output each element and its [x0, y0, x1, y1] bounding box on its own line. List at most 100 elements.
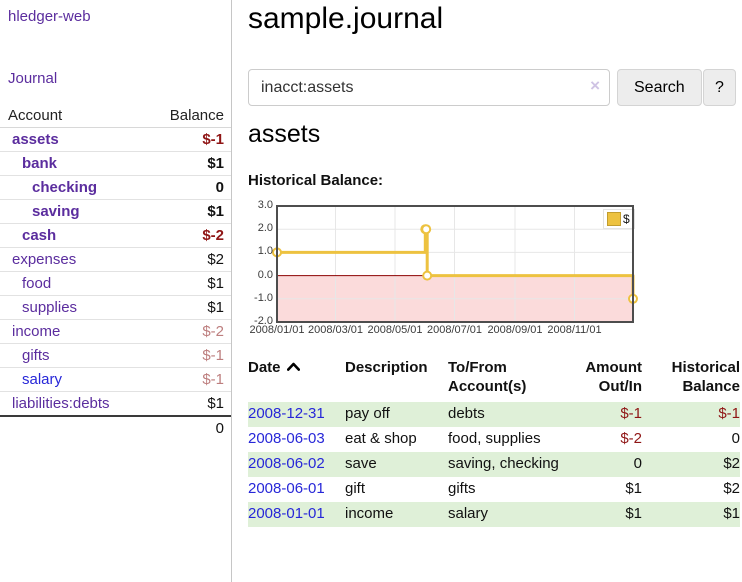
date-cell: 2008-12-31 [248, 402, 345, 427]
chart-plot [272, 205, 638, 323]
account-balance: 0 [215, 179, 224, 196]
transaction-date-link[interactable]: 2008-12-31 [248, 405, 325, 422]
x-axis-tick: 2008/01/01 [249, 324, 305, 336]
register-table: Date Description To/From Account(s) Amou… [248, 358, 740, 527]
balance-cell: $2 [723, 455, 740, 472]
table-row: 2008-06-01 gift gifts $1 $2 [248, 477, 740, 502]
table-row: 2008-06-03 eat & shop food, supplies $-2 0 [248, 427, 740, 452]
legend-swatch-icon [607, 212, 621, 226]
x-axis-tick: 2008/03/01 [307, 324, 364, 336]
account-balance: $-1 [202, 347, 224, 364]
nav-journal-link[interactable]: Journal [8, 70, 58, 87]
sidebar-account-link[interactable]: expenses [12, 251, 77, 268]
x-axis-tick: 2008/05/01 [367, 324, 423, 336]
register-header-row: Date Description To/From Account(s) Amou… [248, 358, 740, 402]
search-box: × [248, 69, 610, 106]
sidebar-account-link[interactable]: salary [22, 371, 63, 388]
account-balance: $1 [207, 203, 224, 220]
sidebar-account-link[interactable]: food [22, 275, 52, 292]
clear-search-icon[interactable]: × [590, 76, 600, 95]
balance-cell: 0 [731, 430, 740, 447]
sidebar-account-link[interactable]: checking [32, 179, 98, 196]
sidebar-account-link[interactable]: gifts [22, 347, 50, 364]
x-axis-tick: 2008/09/01 [487, 324, 543, 336]
chart-legend: $ [603, 209, 635, 229]
amount-cell: $-2 [620, 430, 642, 447]
account-row: expenses $2 [0, 248, 231, 272]
balance-chart: $ 3.0 2.0 1.0 0.0 -1.0 -2.0 2008/01/01 2008/03/… [240, 199, 742, 348]
sidebar-account-link[interactable]: liabilities:debts [12, 395, 110, 412]
legend-label: $ [623, 212, 630, 226]
date-column-header[interactable]: Date [248, 358, 345, 396]
sidebar-account-link[interactable]: supplies [22, 299, 78, 316]
description-cell: save [345, 455, 377, 472]
account-row: checking 0 [0, 176, 231, 200]
account-row: salary $-1 [0, 368, 231, 392]
sidebar-account-link[interactable]: saving [32, 203, 80, 220]
balance-column-header: Balance [169, 107, 224, 124]
brand-link[interactable]: hledger-web [8, 8, 91, 25]
account-tree-rows: assets $-1 bank $1 checking 0 saving $1 cash $-2 e… [0, 128, 231, 417]
y-axis-tick: 3.0 [257, 199, 273, 211]
account-cell: salary [448, 505, 489, 522]
help-button[interactable]: ? [703, 69, 736, 106]
y-axis-tick: 2.0 [257, 222, 273, 235]
description-cell: gift [345, 480, 366, 497]
balance-cell: $-1 [718, 405, 740, 422]
account-cell: food, supplies [448, 430, 541, 447]
chart-section-label: Historical Balance: [248, 172, 384, 189]
account-row: bank $1 [0, 152, 231, 176]
date-header-label: Date [248, 359, 281, 376]
account-tree: Account Balance assets $-1 bank $1 checking 0… [0, 104, 231, 440]
account-balance: $-1 [202, 371, 224, 388]
description-cell: eat & shop [345, 430, 417, 447]
account-row: income $-2 [0, 320, 231, 344]
search-input[interactable] [248, 69, 610, 106]
x-axis-tick: 2008/11/01 [547, 324, 602, 336]
sidebar-account-link[interactable]: income [12, 323, 61, 340]
table-row: 2008-12-31 pay off debts $-1 $-1 [248, 402, 740, 427]
transaction-date-link[interactable]: 2008-06-02 [248, 455, 325, 472]
account-row: cash $-2 [0, 224, 231, 248]
account-balance: $1 [207, 155, 224, 172]
balance-cell: $2 [723, 480, 740, 497]
description-cell: income [345, 505, 394, 522]
account-balance: $2 [207, 251, 224, 268]
amount-cell: $1 [625, 505, 642, 522]
description-column-header: Description [345, 359, 428, 376]
account-balance: $1 [207, 395, 224, 412]
description-cell: pay off [345, 405, 390, 422]
transaction-date-link[interactable]: 2008-06-03 [248, 430, 325, 447]
total-balance: 0 [215, 420, 224, 437]
sidebar: hledger-web Journal Account Balance asse… [0, 0, 232, 582]
sidebar-account-link[interactable]: bank [22, 155, 58, 172]
account-balance: $1 [207, 275, 224, 292]
y-axis-tick: -2.0 [254, 315, 273, 327]
account-balance: $-2 [202, 227, 224, 244]
account-column-header: To/From Account(s) [448, 359, 527, 395]
transaction-date-link[interactable]: 2008-06-01 [248, 480, 325, 497]
account-tree-header: Account Balance [0, 104, 231, 128]
account-cell: gifts [448, 480, 476, 497]
x-axis-tick: 2008/07/01 [426, 324, 483, 336]
account-row: gifts $-1 [0, 344, 231, 368]
search-button[interactable]: Search [617, 69, 702, 106]
transaction-date-link[interactable]: 2008-01-01 [248, 505, 325, 522]
balance-cell: $1 [723, 505, 740, 522]
sidebar-account-link[interactable]: cash [22, 227, 57, 244]
account-row: supplies $1 [0, 296, 231, 320]
account-row: liabilities:debts $1 [0, 392, 231, 417]
account-balance: $1 [207, 299, 224, 316]
date-cell: 2008-06-01 [248, 477, 345, 502]
table-row: 2008-06-02 save saving, checking 0 $2 [248, 452, 740, 477]
y-axis-tick: -1.0 [254, 291, 273, 304]
amount-column-header: Amount Out/In [585, 359, 642, 395]
account-total-row: 0 [0, 417, 231, 440]
account-balance: $-2 [202, 323, 224, 340]
table-row: 2008-01-01 income salary $1 $1 [248, 502, 740, 527]
account-column-header: Account [8, 107, 63, 124]
account-cell: saving, checking [448, 455, 559, 472]
account-balance: $-1 [202, 131, 224, 148]
sidebar-account-link[interactable]: assets [12, 131, 59, 148]
y-axis-tick: 0.0 [257, 268, 273, 281]
